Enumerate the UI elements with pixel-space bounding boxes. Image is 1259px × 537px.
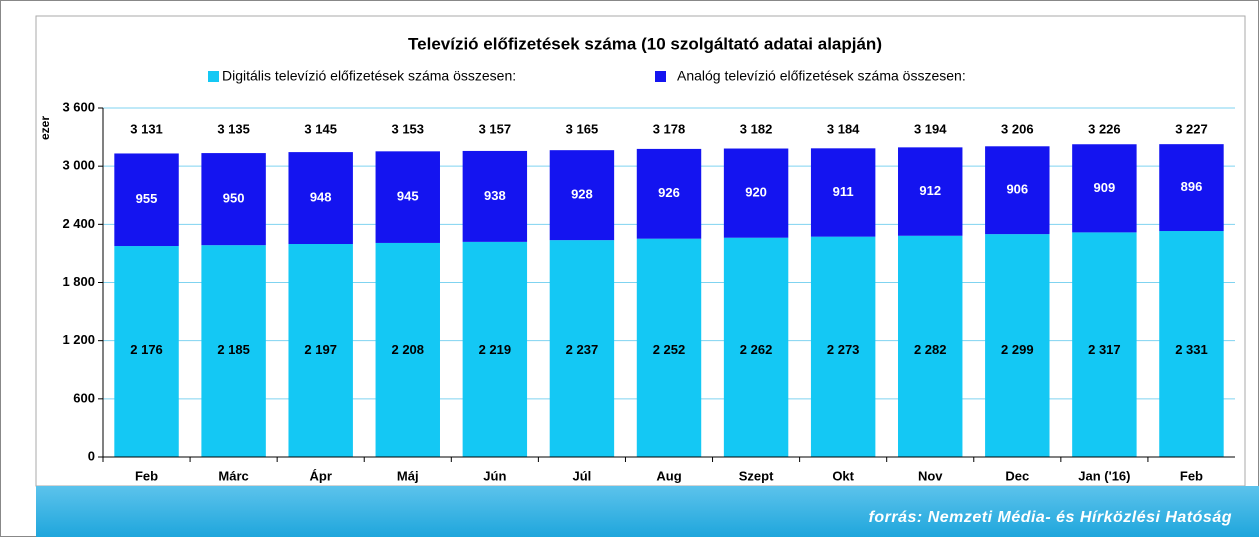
chart-title: Televízió előfizetések száma (10 szolgál…: [408, 34, 882, 53]
value-label: 950: [223, 191, 245, 206]
bar-segment: [549, 240, 615, 457]
source: forrás: Nemzeti Média- és Hírközlési Hat…: [869, 509, 1232, 526]
value-label: 955: [136, 191, 158, 206]
value-label: 920: [745, 185, 767, 200]
total-label: 3 226: [1088, 121, 1121, 136]
footer-band: [36, 486, 1259, 537]
y-tick-label: 3 000: [62, 158, 95, 173]
bar-segment: [1072, 232, 1137, 457]
bar-segment: [201, 245, 266, 457]
total-label: 3 131: [130, 121, 163, 136]
bar-segment: [462, 150, 528, 242]
bar-segment: [114, 153, 179, 247]
bar-segment: [898, 235, 963, 457]
legend-swatch: [208, 71, 219, 82]
value-label: 911: [833, 184, 854, 199]
bar-segment: [288, 244, 353, 457]
total-label: 3 227: [1175, 121, 1208, 136]
value-label: 2 185: [217, 342, 250, 357]
x-tick-label: Máj: [397, 468, 419, 483]
value-label: 926: [658, 185, 680, 200]
x-tick-label: Szept: [739, 468, 774, 483]
y-tick-label: 1 800: [62, 274, 95, 289]
y-tick-label: 2 400: [62, 216, 95, 231]
value-label: 2 282: [914, 342, 947, 357]
value-label: 938: [484, 188, 506, 203]
legend-label: Analóg televízió előfizetések száma össz…: [677, 68, 966, 84]
total-label: 3 178: [653, 121, 686, 136]
value-label: 912: [919, 183, 941, 198]
bar-segment: [898, 147, 963, 236]
total-label: 3 184: [827, 121, 860, 136]
value-label: 2 219: [479, 342, 512, 357]
x-tick-label: Jan ('16): [1078, 468, 1130, 483]
value-label: 896: [1181, 179, 1203, 194]
x-tick-label: Márc: [218, 468, 248, 483]
total-label: 3 157: [479, 121, 512, 136]
total-label: 3 182: [740, 121, 773, 136]
bar-segment: [201, 153, 266, 246]
value-label: 2 273: [827, 342, 860, 357]
total-label: 3 153: [391, 121, 424, 136]
x-tick-label: Okt: [832, 468, 854, 483]
value-label: 909: [1094, 180, 1116, 195]
x-tick-label: Ápr: [309, 468, 331, 483]
bar-segment: [1159, 231, 1224, 457]
y-tick-label: 0: [88, 448, 95, 463]
value-label: 948: [310, 189, 332, 204]
bar-segment: [375, 151, 440, 243]
value-label: 945: [397, 189, 419, 204]
value-label: 2 197: [304, 342, 337, 357]
legend-label: Digitális televízió előfizetések száma ö…: [222, 68, 516, 84]
value-label: 2 237: [566, 342, 599, 357]
value-label: 2 299: [1001, 342, 1034, 357]
x-tick-label: Jún: [483, 468, 506, 483]
value-label: 2 262: [740, 342, 773, 357]
value-label: 2 176: [130, 342, 163, 357]
bar-segment: [636, 238, 702, 457]
value-label: 2 252: [653, 342, 686, 357]
value-label: 906: [1006, 182, 1028, 197]
x-tick-label: Nov: [918, 468, 943, 483]
bar-segment: [1159, 144, 1224, 232]
value-label: 2 208: [391, 342, 424, 357]
total-label: 3 145: [304, 121, 337, 136]
bar-segment: [636, 148, 702, 239]
value-label: 928: [571, 187, 593, 202]
bar-segment: [1072, 144, 1137, 233]
value-label: 2 317: [1088, 342, 1121, 357]
y-tick-label: 3 600: [62, 99, 95, 114]
bar-segment: [810, 236, 876, 457]
y-tick-label: 1 200: [62, 332, 95, 347]
bar-segment: [985, 234, 1050, 457]
x-tick-label: Dec: [1005, 468, 1029, 483]
x-tick-label: Feb: [1180, 468, 1203, 483]
bar-segment: [549, 150, 615, 241]
x-tick-label: Aug: [656, 468, 681, 483]
bar-segment: [723, 148, 789, 238]
total-label: 3 135: [217, 121, 250, 136]
bar-segment: [375, 242, 440, 457]
y-axis-label: ezer: [38, 116, 52, 140]
x-tick-label: Júl: [573, 468, 592, 483]
legend-swatch: [655, 71, 666, 82]
bar-segment: [114, 246, 179, 457]
y-tick-label: 600: [73, 390, 95, 405]
bar-segment: [462, 241, 528, 457]
bar-segment: [810, 148, 876, 237]
bar-segment: [288, 152, 353, 245]
total-label: 3 165: [566, 121, 599, 136]
total-label: 3 206: [1001, 121, 1034, 136]
value-label: 2 331: [1175, 342, 1208, 357]
x-tick-label: Feb: [135, 468, 158, 483]
bar-segment: [985, 146, 1050, 235]
bar-segment: [723, 237, 789, 457]
total-label: 3 194: [914, 121, 947, 136]
